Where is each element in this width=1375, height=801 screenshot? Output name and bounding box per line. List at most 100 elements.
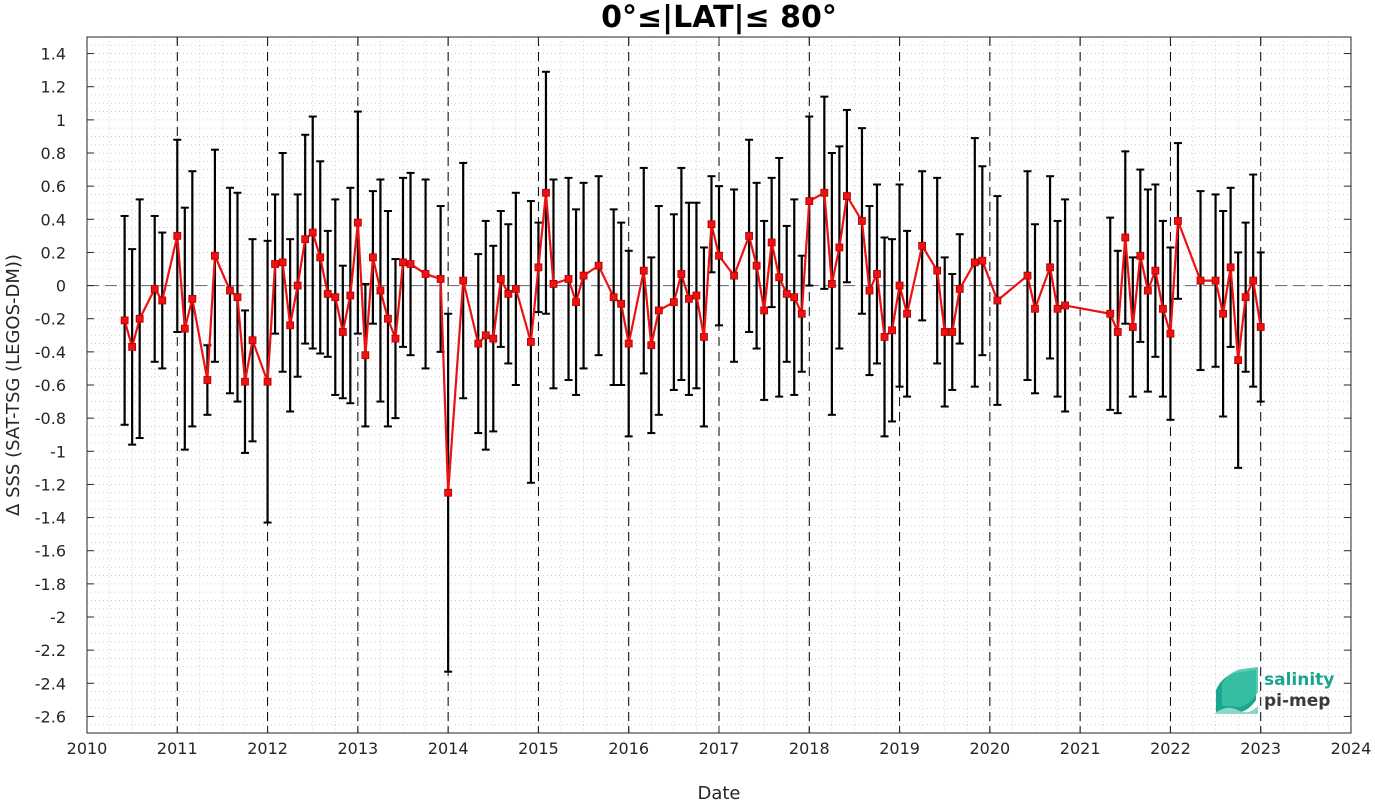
data-point xyxy=(609,293,618,302)
data-point xyxy=(970,258,979,267)
x-tick-label: 2020 xyxy=(969,739,1010,758)
data-point xyxy=(444,488,453,497)
data-point xyxy=(346,291,355,300)
data-point xyxy=(1196,276,1205,285)
data-point xyxy=(534,263,543,272)
data-point xyxy=(677,270,686,278)
data-point xyxy=(805,197,814,205)
data-point xyxy=(1061,301,1069,310)
data-point xyxy=(639,266,648,275)
x-tick-label: 2010 xyxy=(67,739,108,758)
x-tick-label: 2012 xyxy=(247,739,288,758)
data-point xyxy=(752,261,761,270)
data-point xyxy=(203,376,212,384)
data-point xyxy=(1046,263,1054,272)
data-point xyxy=(572,298,580,307)
data-point xyxy=(278,258,287,267)
data-point xyxy=(459,276,468,285)
data-point xyxy=(820,188,829,197)
series-markers xyxy=(120,188,1265,497)
data-point xyxy=(301,235,310,244)
data-point xyxy=(1121,233,1130,242)
x-axis-label: Date xyxy=(697,783,740,801)
x-tick-label: 2022 xyxy=(1150,739,1191,758)
data-point xyxy=(481,331,490,340)
logo-line1: salinity xyxy=(1264,670,1334,690)
y-tick-label: 1.2 xyxy=(41,78,66,97)
data-point xyxy=(1226,263,1235,272)
data-point xyxy=(594,261,603,270)
data-point xyxy=(1234,356,1243,365)
data-point xyxy=(760,306,769,315)
data-point xyxy=(797,309,806,318)
data-point xyxy=(496,275,505,283)
data-point xyxy=(1219,309,1227,318)
data-point xyxy=(1174,217,1182,225)
data-point xyxy=(767,238,776,247)
data-point xyxy=(948,328,957,336)
data-point xyxy=(188,294,197,303)
data-point xyxy=(353,218,362,227)
data-point xyxy=(316,253,325,262)
data-point xyxy=(993,296,1002,305)
data-point xyxy=(700,333,708,341)
data-point xyxy=(1166,329,1175,338)
data-point xyxy=(376,286,385,295)
y-tick-label: 0.4 xyxy=(41,210,66,229)
data-point xyxy=(527,338,535,346)
data-point xyxy=(128,342,137,351)
data-point xyxy=(617,299,626,308)
data-point xyxy=(843,192,851,200)
data-point xyxy=(474,339,483,348)
data-point xyxy=(226,286,234,295)
y-tick-label: 0.8 xyxy=(41,144,66,163)
data-point xyxy=(895,281,904,290)
data-point xyxy=(549,280,558,288)
y-tick-labels: -2.6 -2.4 -2.2 -2 -1.8 -1.6 -1.4 -1.2 -1 -0.8 -0.6… xyxy=(35,45,66,727)
data-point xyxy=(1256,323,1265,331)
data-point xyxy=(293,281,302,290)
x-tick-label: 2014 xyxy=(428,739,469,758)
data-point xyxy=(888,326,896,335)
y-tick-label: -1 xyxy=(50,442,66,461)
data-point xyxy=(263,377,272,386)
data-point xyxy=(880,333,889,341)
y-tick-label: -0.8 xyxy=(35,409,66,428)
data-point xyxy=(436,275,445,283)
data-point xyxy=(978,256,987,265)
data-point xyxy=(858,217,866,225)
data-point xyxy=(1151,266,1160,275)
data-point xyxy=(180,324,189,333)
y-tick-label: 0.6 xyxy=(41,177,66,196)
data-point xyxy=(542,188,550,197)
data-point xyxy=(399,258,407,267)
data-point xyxy=(1241,293,1250,302)
data-point xyxy=(1106,309,1115,318)
x-tick-label: 2023 xyxy=(1240,739,1281,758)
x-tick-label: 2024 xyxy=(1331,739,1372,758)
data-point xyxy=(158,296,167,305)
data-point xyxy=(564,275,573,283)
y-tick-label: -2 xyxy=(50,608,66,627)
x-tick-label: 2019 xyxy=(879,739,920,758)
data-point xyxy=(323,289,332,298)
data-point xyxy=(865,286,874,295)
data-point xyxy=(940,328,949,336)
data-point xyxy=(1136,251,1145,260)
data-point xyxy=(835,243,844,252)
data-point xyxy=(873,270,881,278)
data-point xyxy=(391,334,400,343)
y-tick-label: 0.2 xyxy=(41,243,66,262)
x-tick-labels: 2010 2011 2012 2013 2014 2015 2016 2017 2018 2019… xyxy=(67,739,1372,758)
data-point xyxy=(308,228,317,237)
data-point xyxy=(233,293,242,302)
data-point xyxy=(955,284,964,293)
data-point xyxy=(933,266,942,275)
data-point xyxy=(1159,304,1167,313)
data-point xyxy=(384,314,392,323)
x-tick-label: 2018 xyxy=(789,739,830,758)
data-point xyxy=(692,291,701,300)
y-tick-label: -1.6 xyxy=(35,542,66,561)
y-tick-label: -0.6 xyxy=(35,376,66,395)
